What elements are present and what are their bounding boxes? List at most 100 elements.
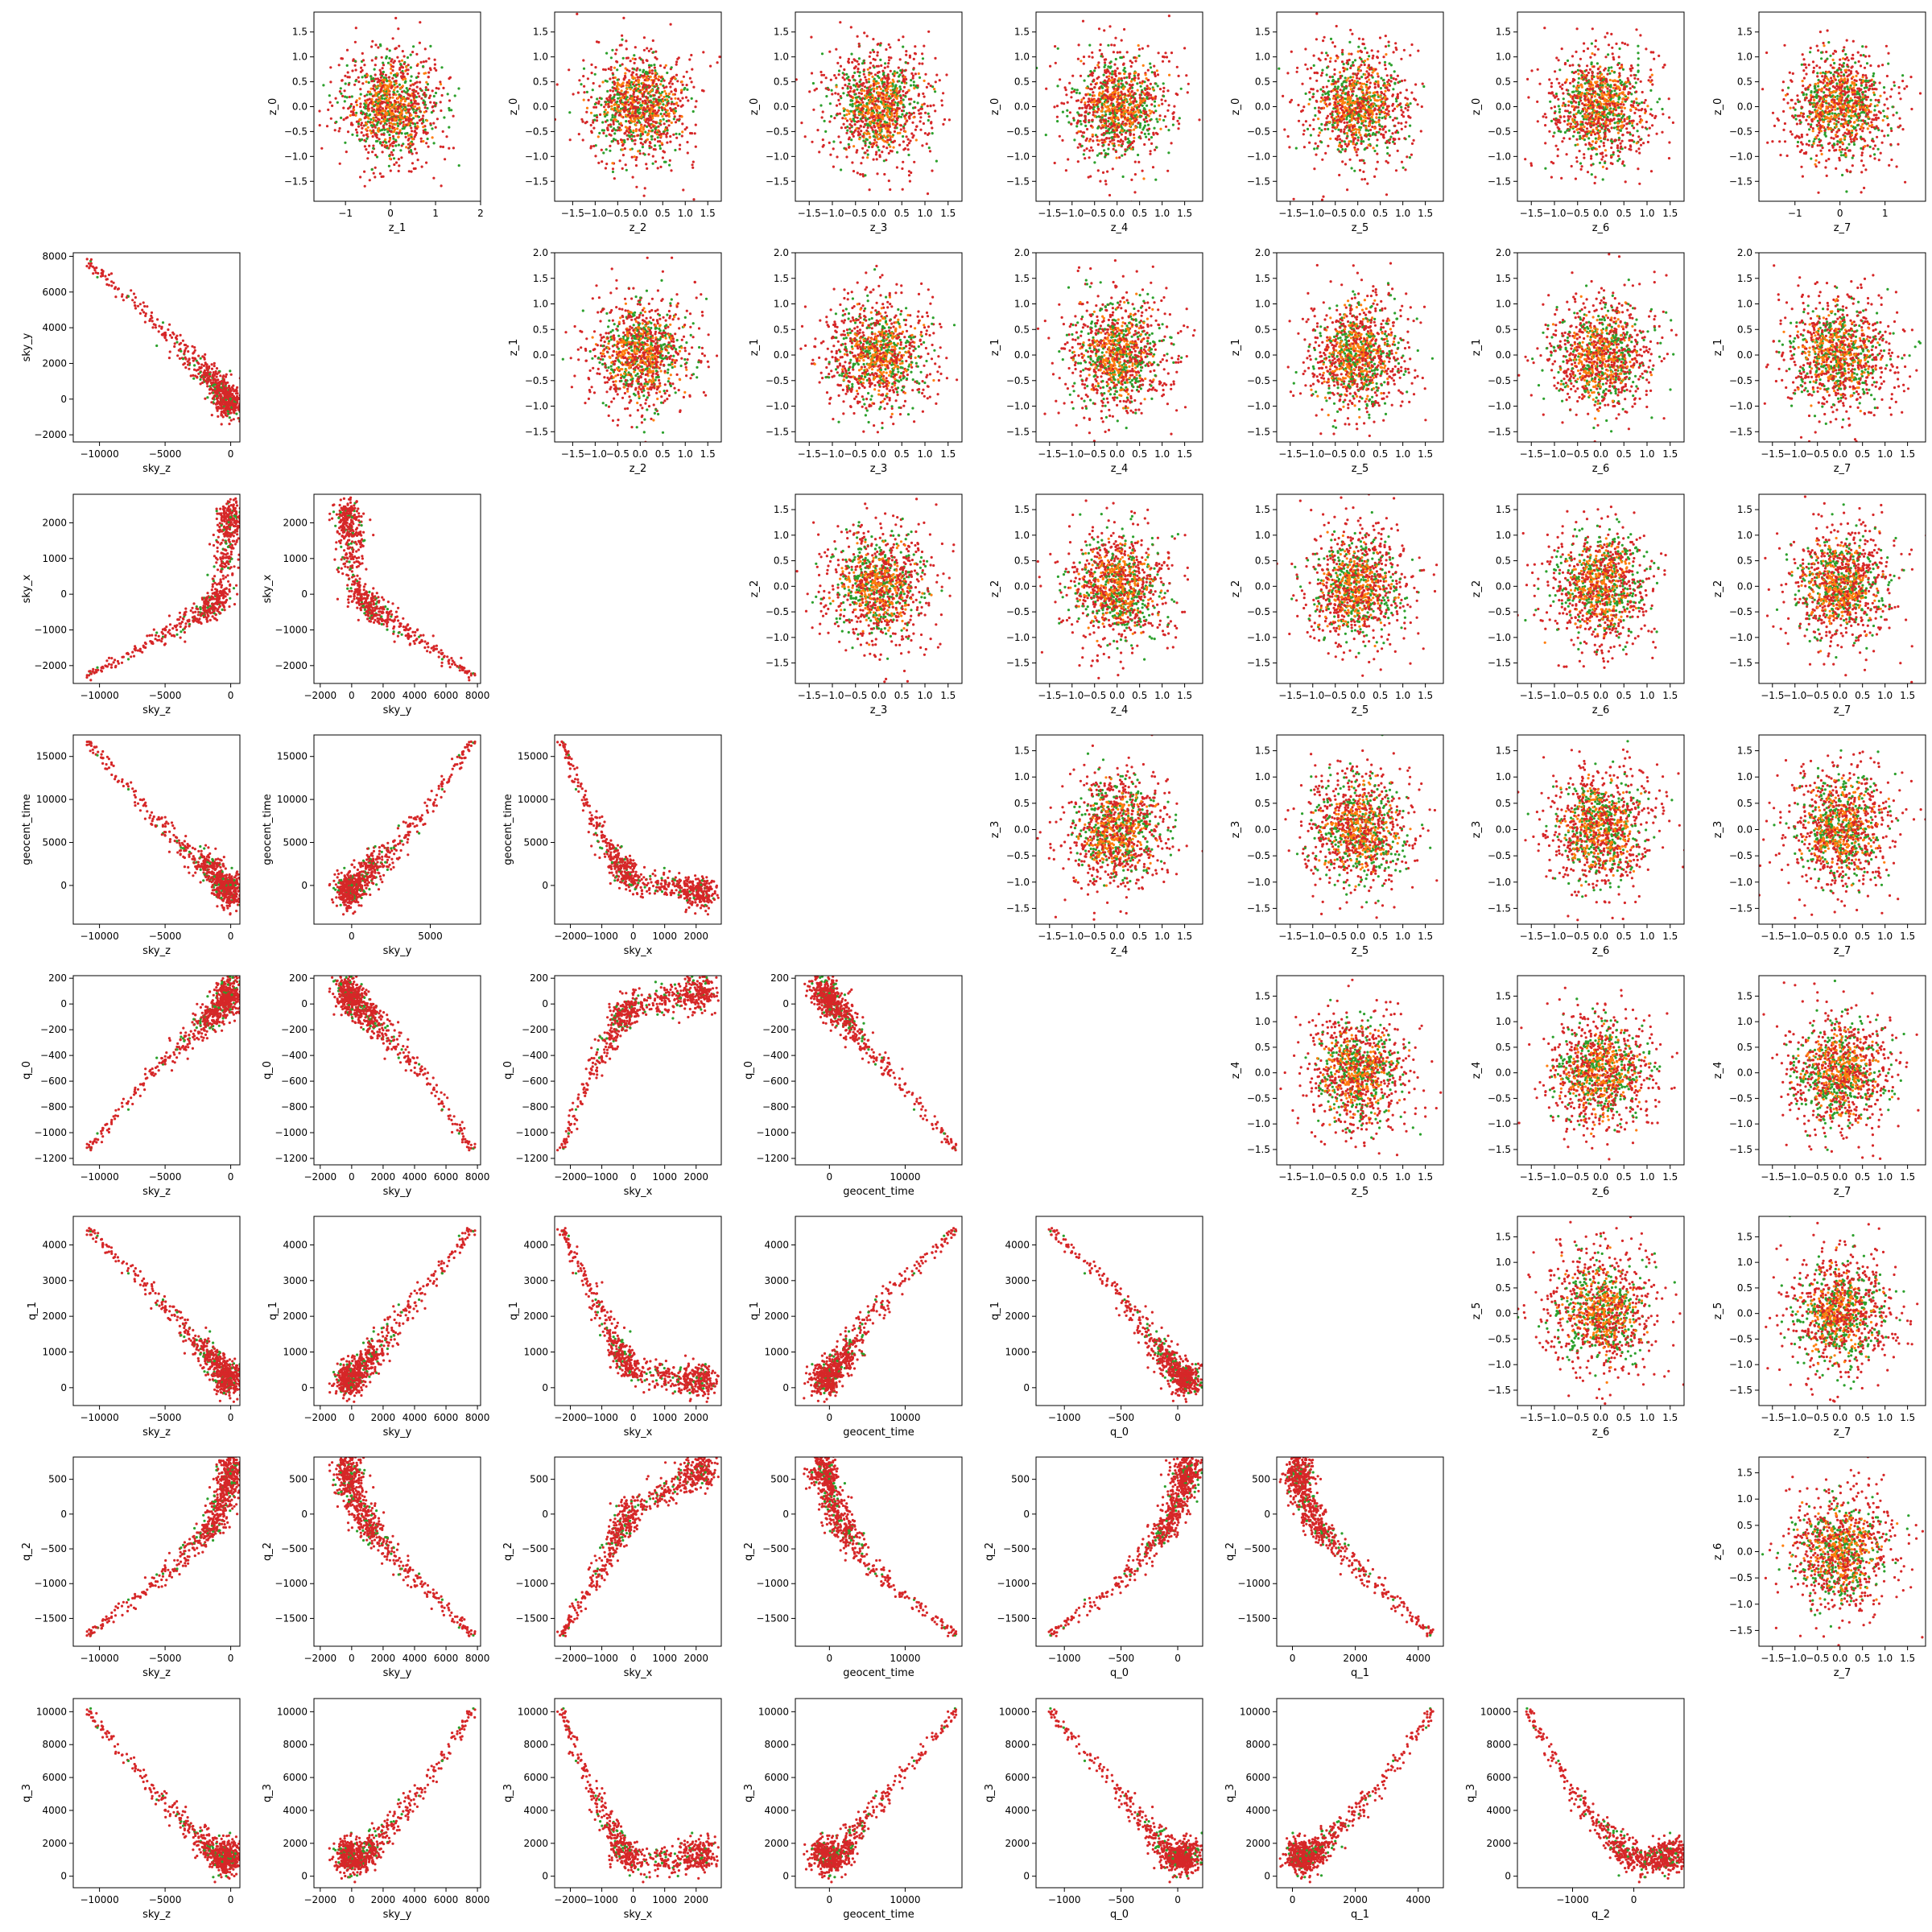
x-tick-label: 1.5 [1177,208,1192,219]
data-point [374,119,378,122]
data-point [890,119,894,122]
data-point [888,124,891,127]
data-point [611,170,615,174]
data-point [828,120,832,123]
data-point [1308,141,1311,144]
data-point [832,140,836,143]
data-point [1389,74,1393,77]
data-point [568,111,572,114]
data-point [659,120,663,123]
x-tick-label: −1.5 [798,208,821,219]
data-point [1068,81,1071,85]
data-point [686,141,689,144]
data-point [1141,47,1144,50]
data-point [609,123,613,126]
data-point [871,145,874,149]
data-point [841,72,844,75]
data-point [425,80,428,84]
data-point [611,48,614,52]
data-point [639,142,642,145]
data-point [408,87,411,90]
data-point [890,89,893,92]
data-point [407,170,411,173]
data-point [648,90,652,93]
data-point [869,61,873,64]
data-point [585,110,588,114]
data-point [633,61,636,64]
data-point [862,126,865,129]
data-point [816,129,819,132]
data-point [646,59,649,63]
data-point [1360,142,1363,145]
data-point [861,84,864,87]
data-point [634,164,638,167]
data-point [1138,96,1141,100]
data-point [416,159,419,162]
data-point [642,112,646,115]
data-point [638,97,642,101]
data-point [580,83,583,86]
data-point [663,151,667,154]
data-point [365,122,369,126]
data-point [419,60,423,64]
data-point [818,151,821,154]
data-point [652,51,655,54]
data-point [860,89,863,93]
data-point [431,89,434,93]
data-point [1151,97,1154,101]
data-point [652,94,655,97]
data-point [657,125,660,128]
data-point [1116,51,1119,54]
data-point [853,123,857,126]
data-point [894,109,898,112]
data-point [443,116,446,119]
data-point [411,162,415,165]
data-point [1155,118,1158,121]
data-point [1113,135,1116,138]
data-point [364,107,367,110]
data-point [1343,121,1346,124]
data-point [1109,111,1113,114]
data-point [368,90,371,93]
data-point [386,105,390,109]
data-point [829,153,832,156]
data-point [633,155,636,159]
data-point [907,174,911,177]
data-point [902,160,905,163]
data-point [1075,91,1078,94]
data-point [1149,62,1152,65]
data-point [1076,160,1080,163]
data-point [364,105,368,108]
data-point [374,73,377,76]
data-point [1175,65,1179,68]
data-point [904,92,907,95]
data-point [377,118,380,121]
data-point [617,97,620,100]
data-point [1163,115,1166,118]
data-point [1183,47,1187,50]
data-point [602,131,605,134]
data-point [609,149,612,152]
data-point [1111,97,1115,101]
data-point [613,102,617,106]
data-point [886,114,890,118]
data-point [678,147,682,151]
data-point [607,102,610,105]
data-point [375,123,378,126]
data-point [405,68,408,72]
data-point [396,74,399,77]
data-point [1137,109,1140,112]
data-point [385,56,388,60]
data-point [646,97,649,100]
data-point [630,73,634,76]
data-point [359,105,362,109]
x-tick-label: 0 [387,208,394,219]
data-point [1066,114,1069,118]
data-point [691,68,694,71]
data-point [861,116,865,119]
data-point [889,69,892,72]
data-point [364,113,367,116]
data-point [412,92,415,95]
data-point [1389,76,1393,80]
data-point [1096,154,1099,157]
